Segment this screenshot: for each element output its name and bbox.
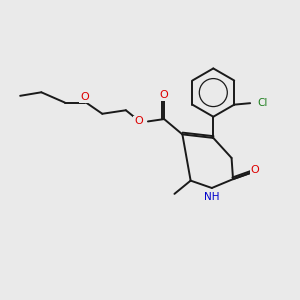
Text: O: O [80,92,89,102]
Text: NH: NH [204,192,220,202]
Text: Cl: Cl [257,98,267,108]
Text: O: O [134,116,143,126]
Text: O: O [250,165,259,175]
Text: O: O [160,90,169,100]
